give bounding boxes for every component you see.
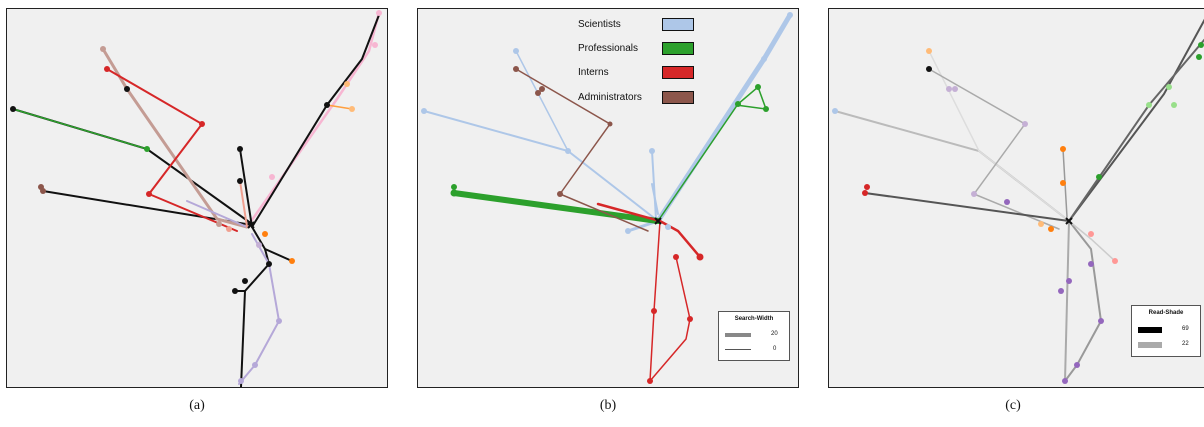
legend-item-interns: Interns: [578, 67, 609, 78]
read-shade-legend: Read-Shade 69 22: [1131, 305, 1201, 357]
read-shade-dark-swatch: [1138, 327, 1162, 333]
legend-swatch-scientists: [662, 18, 694, 31]
search-width-thick-line: [725, 333, 751, 337]
search-width-min: 0: [773, 346, 777, 352]
read-shade-light-swatch: [1138, 342, 1162, 348]
read-shade-title: Read-Shade: [1148, 310, 1184, 316]
panel-a: [6, 8, 388, 388]
legend-swatch-professionals: [662, 42, 694, 55]
graph-b: [421, 12, 793, 384]
graph-a: [10, 10, 382, 387]
caption-a: (a): [189, 398, 205, 413]
search-width-max: 20: [771, 331, 778, 337]
caption-c: (c): [1005, 398, 1021, 413]
search-width-legend: Search-Width 20 0: [718, 311, 790, 361]
search-width-thin-line: [725, 349, 751, 350]
panel-c: Read-Shade 69 22: [828, 8, 1204, 388]
legend-swatch-administrators: [662, 91, 694, 104]
legend-swatch-interns: [662, 66, 694, 79]
panel-b: Scientists Professionals Interns Adminis…: [417, 8, 799, 388]
legend-item-professionals: Professionals: [578, 43, 639, 54]
graph-c: [832, 18, 1204, 384]
caption-b: (b): [599, 398, 617, 413]
legend-item-administrators: Administrators: [578, 92, 642, 103]
read-shade-min: 22: [1182, 341, 1189, 347]
legend-item-scientists: Scientists: [578, 19, 621, 30]
read-shade-max: 69: [1182, 326, 1189, 332]
search-width-title: Search-Width: [734, 316, 774, 322]
